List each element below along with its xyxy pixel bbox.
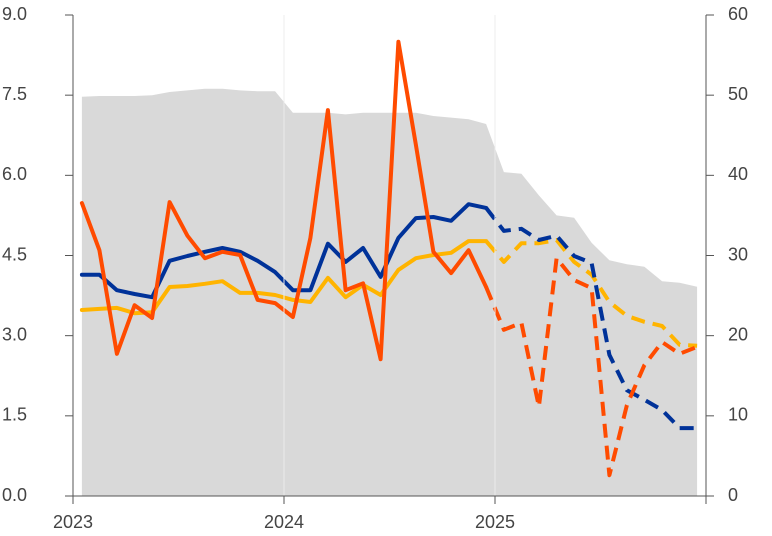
y-tick-label: 4.5 [2, 244, 27, 264]
y2-tick-label: 20 [728, 324, 748, 344]
line [484, 206, 698, 431]
y2-tick-label: 0 [728, 485, 738, 505]
line [484, 238, 698, 348]
y-tick-label: 1.5 [2, 405, 27, 425]
y2-tick-label: 30 [728, 244, 748, 264]
y2-tick-label: 40 [728, 164, 748, 184]
y-tick-label: 9.0 [2, 4, 27, 24]
x-tick-label: 2023 [53, 512, 93, 532]
area [81, 88, 698, 497]
y-tick-label: 6.0 [2, 164, 27, 184]
y2-tick-label: 60 [728, 4, 748, 24]
y-tick-label: 3.0 [2, 324, 27, 344]
x-tick-label: 2024 [264, 512, 304, 532]
y-tick-label: 7.5 [2, 84, 27, 104]
x-tick-label: 2025 [475, 512, 515, 532]
y-tick-label: 0.0 [2, 485, 27, 505]
y2-tick-label: 50 [728, 84, 748, 104]
y2-tick-label: 10 [728, 405, 748, 425]
